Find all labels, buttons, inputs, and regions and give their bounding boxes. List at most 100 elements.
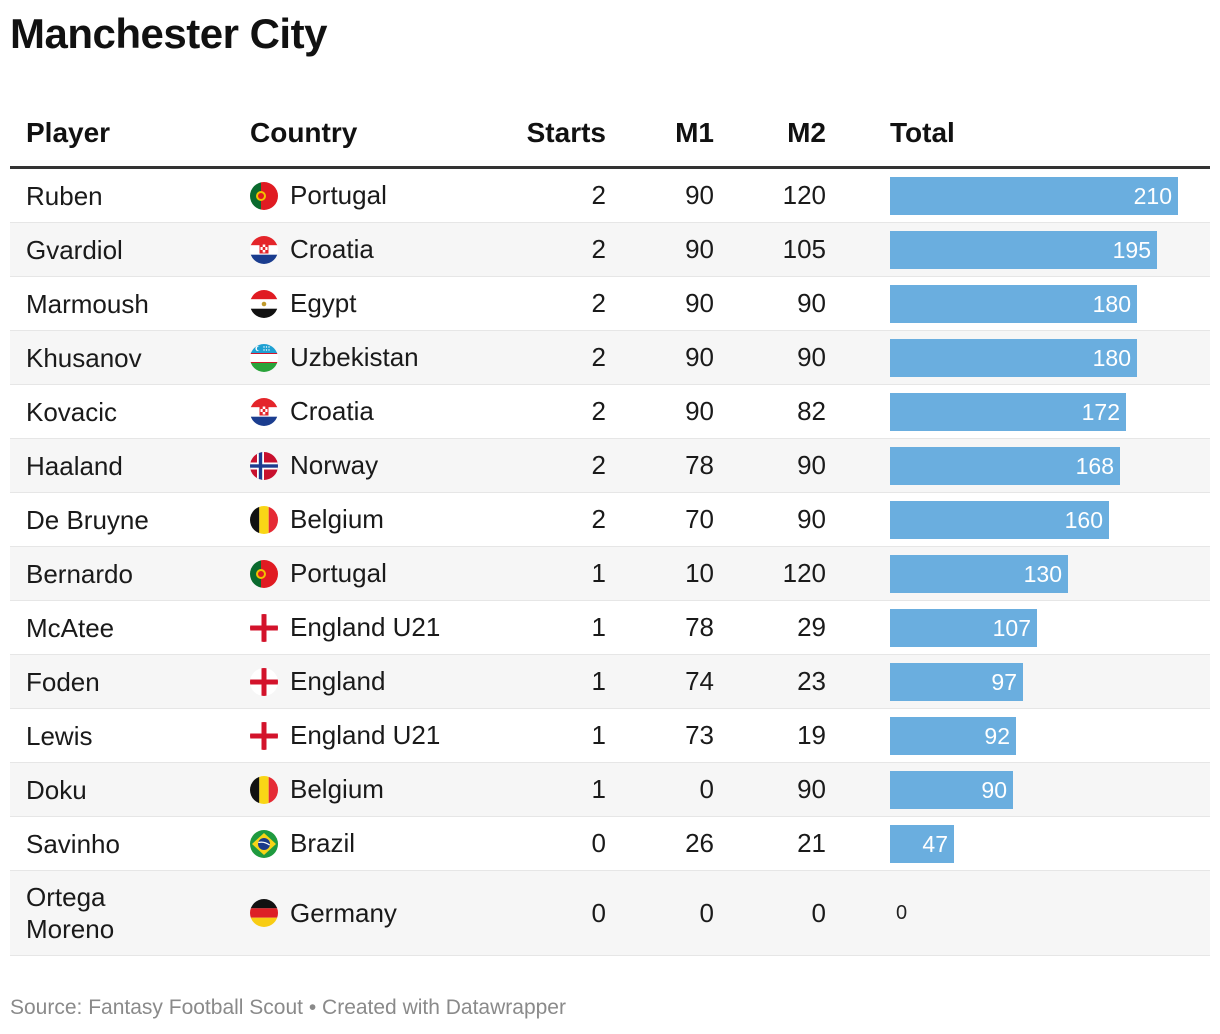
m1-value: 78 [606,600,714,655]
country-name: Egypt [290,288,357,318]
footer-separator: • [303,996,323,1019]
total-bar [890,770,1013,809]
spacer-cell [826,438,890,493]
country-name: Croatia [290,234,374,264]
table-row: Kovacic Croatia 2 90 82 172 [10,384,1210,439]
country-name: Portugal [290,558,387,588]
total-bar [890,500,1109,539]
table-row: Ortega Moreno Germany 0 0 0 0 [10,870,1210,956]
table-body: Ruben Portugal 2 90 120 210 Gvardiol Cro… [10,167,1210,956]
total-cell: 47 [890,816,1210,871]
table-row: Khusanov Uzbekistan 2 90 90 180 [10,330,1210,385]
column-header-total[interactable]: Total [890,100,1210,169]
m2-value: 0 [714,870,826,956]
country-name: Portugal [290,180,387,210]
spacer-cell [826,167,890,223]
belgium-flag-icon [250,775,278,804]
country-cell: England U21 [250,708,480,763]
country-cell: Belgium [250,762,480,817]
player-name: Ortega Moreno [10,870,250,956]
m2-value: 90 [714,762,826,817]
germany-flag-icon [250,899,278,927]
spacer-cell [826,492,890,547]
column-header-m1[interactable]: M1 [606,100,714,169]
player-minutes-table: Player Country Starts M1 M2 Total Ruben … [10,100,1210,956]
player-name: Haaland [10,438,250,493]
m2-value: 19 [714,708,826,763]
player-name: Gvardiol [10,222,250,277]
starts-value: 2 [480,330,606,385]
total-bar [890,824,954,863]
total-cell: 172 [890,384,1210,439]
footer: Source: Fantasy Football Scout • Created… [10,996,566,1020]
total-bar-label: 130 [1023,560,1062,587]
column-header-country[interactable]: Country [250,100,480,169]
total-bar-track: 130 [890,554,1210,593]
spacer-cell [826,816,890,871]
player-name: Foden [10,654,250,709]
m1-value: 73 [606,708,714,763]
country-cell: Norway [250,438,480,493]
england-flag-icon [250,721,278,750]
player-name: Marmoush [10,276,250,331]
starts-value: 2 [480,384,606,439]
total-bar-label: 90 [981,776,1007,803]
total-bar [890,284,1137,323]
country-name: Croatia [290,396,374,426]
chart-title: Manchester City [10,10,327,57]
total-bar-label: 107 [992,614,1031,641]
column-header-starts[interactable]: Starts [480,100,606,169]
column-header-m2[interactable]: M2 [714,100,826,169]
table-row: Haaland Norway 2 78 90 168 [10,438,1210,493]
belgium-flag-icon [250,505,278,534]
country-cell: Portugal [250,546,480,601]
player-name: Lewis [10,708,250,763]
total-bar-track: 180 [890,338,1210,377]
total-bar-label: 160 [1064,506,1103,533]
starts-value: 2 [480,492,606,547]
m2-value: 29 [714,600,826,655]
m2-value: 105 [714,222,826,277]
total-bar-track: 107 [890,608,1210,647]
total-bar-label: 210 [1133,182,1172,209]
table-row: De Bruyne Belgium 2 70 90 160 [10,492,1210,547]
player-name: McAtee [10,600,250,655]
m1-value: 90 [606,330,714,385]
starts-value: 1 [480,546,606,601]
croatia-flag-icon [250,235,278,264]
m2-value: 90 [714,276,826,331]
player-name: Bernardo [10,546,250,601]
country-name: England U21 [290,612,441,642]
table-row: Foden England 1 74 23 97 [10,654,1210,709]
england-flag-icon [250,613,278,642]
country-cell: Egypt [250,276,480,331]
total-bar [890,176,1178,215]
credit-note: Created with Datawrapper [322,996,566,1019]
spacer-cell [826,276,890,331]
table-row: Lewis England U21 1 73 19 92 [10,708,1210,763]
egypt-flag-icon [250,289,278,318]
england-flag-icon [250,667,278,696]
m1-value: 74 [606,654,714,709]
country-name: England U21 [290,720,441,750]
m1-value: 78 [606,438,714,493]
total-bar-label: 195 [1112,236,1151,263]
country-cell: Portugal [250,167,480,223]
m2-value: 21 [714,816,826,871]
m1-value: 90 [606,222,714,277]
column-header-player[interactable]: Player [10,100,250,169]
m2-value: 82 [714,384,826,439]
m1-value: 70 [606,492,714,547]
total-cell: 160 [890,492,1210,547]
total-bar-track: 0 [890,894,1210,932]
total-bar [890,230,1157,269]
table-row: Doku Belgium 1 0 90 90 [10,762,1210,817]
starts-value: 1 [480,600,606,655]
total-cell: 210 [890,167,1210,223]
total-cell: 130 [890,546,1210,601]
total-bar-track: 47 [890,824,1210,863]
spacer-cell [826,546,890,601]
total-bar-track: 172 [890,392,1210,431]
total-bar-track: 180 [890,284,1210,323]
brazil-flag-icon [250,829,278,858]
